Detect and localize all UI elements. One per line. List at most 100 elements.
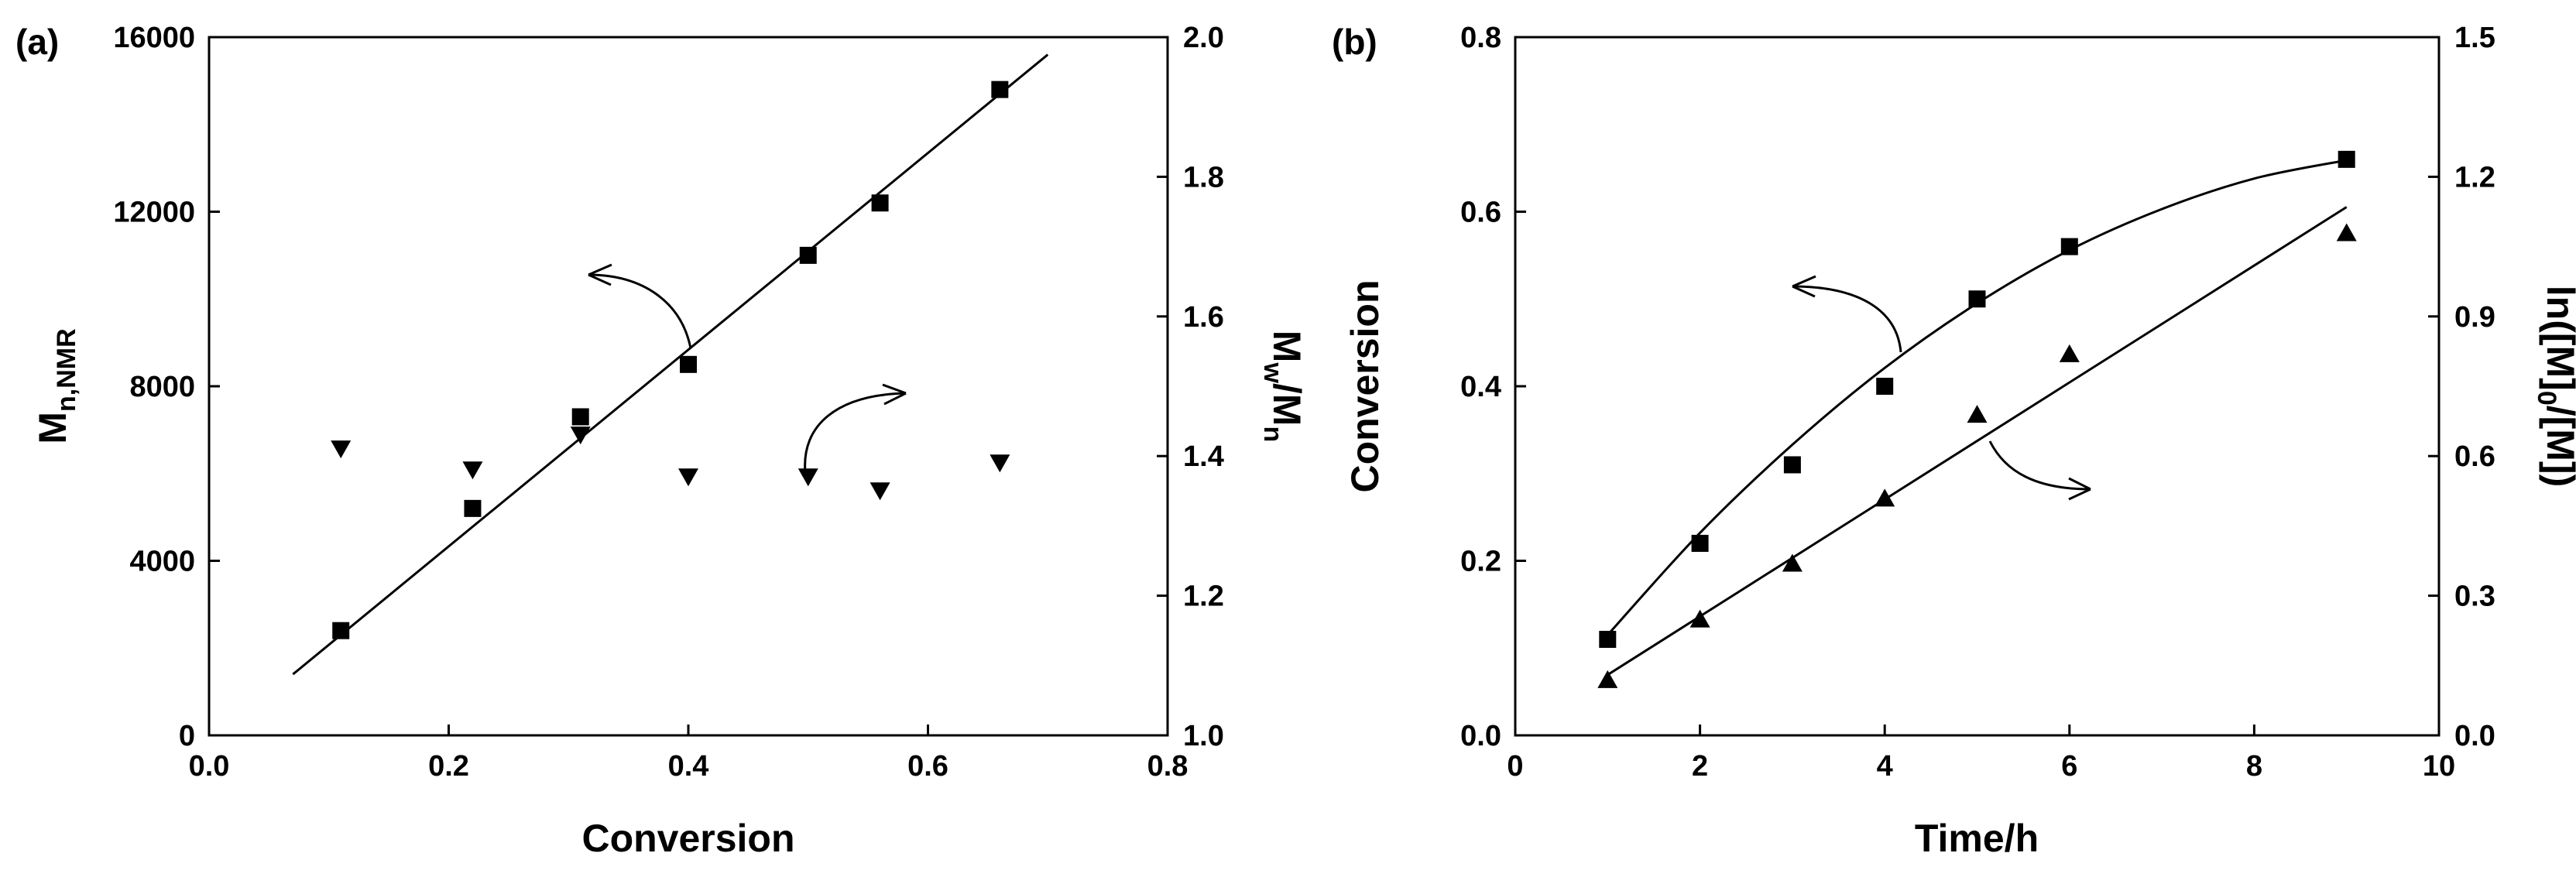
- triangle-up-marker: [2336, 223, 2357, 242]
- panel-a-fit-lines: [292, 53, 1049, 676]
- panel-a-frame: [208, 36, 1169, 737]
- x-tick-label: 0.2: [428, 750, 469, 783]
- square-marker: [871, 194, 889, 212]
- square-marker: [991, 81, 1009, 98]
- y2-tick-label: 0.3: [2454, 581, 2495, 613]
- square-marker: [1783, 456, 1801, 474]
- triangle-down-marker: [462, 461, 483, 480]
- triangle-down-marker: [331, 440, 352, 459]
- y-tick-label: 0.8: [1460, 22, 1501, 54]
- fit-line: [1607, 159, 2347, 636]
- y2-tick-label: 2.0: [1183, 22, 1224, 54]
- y-tick-label: 16000: [113, 22, 195, 54]
- square-marker: [464, 499, 482, 517]
- square-marker: [2060, 238, 2078, 255]
- arrow-head-left-b: [1792, 275, 1816, 298]
- triangle-up-marker: [2059, 344, 2080, 362]
- panel-a-y2-title: Mw/Mn: [1258, 331, 1309, 442]
- panel-b-frame: [1514, 36, 2441, 737]
- square-marker: [799, 246, 817, 264]
- square-marker: [680, 355, 697, 373]
- x-tick-label: 0.6: [907, 750, 948, 783]
- fit-line: [292, 53, 1049, 676]
- y2-tick-label: 1.2: [2454, 161, 2495, 194]
- triangle-up-marker: [1967, 405, 1988, 423]
- arrow-to-left-axis-b: [1792, 285, 1902, 353]
- x-tick-label: 0: [1507, 750, 1523, 783]
- square-marker: [2338, 150, 2355, 168]
- arrow-head-right: [882, 383, 907, 406]
- arrow-to-right-axis-b: [1988, 440, 2091, 491]
- panel-b-y2-ticks: 0.0 0.3 0.6 0.9 1.2 1.5: [2428, 22, 2495, 752]
- panel-a-points: [331, 81, 1010, 639]
- panel-b-y-ticks: 0.0 0.2 0.4 0.6 0.8: [1460, 22, 1526, 752]
- triangle-down-marker: [990, 454, 1010, 473]
- y-title-sub: n,NMR: [52, 328, 81, 412]
- panel-a-x-title: Conversion: [581, 817, 794, 860]
- arrow-head-left: [588, 263, 612, 286]
- y-tick-label: 4000: [129, 546, 195, 578]
- y2b-b: /[M]): [2539, 406, 2576, 488]
- triangle-up-marker: [1689, 609, 1710, 628]
- panel-b-y2-title: ln([M]0/[M]): [2532, 286, 2576, 487]
- y-title-main: M: [31, 412, 74, 444]
- square-marker: [1599, 630, 1617, 648]
- panel-a-y2-ticks: 1.0 1.2 1.4 1.6 1.8 2.0: [1157, 22, 1224, 752]
- y-tick-label: 8000: [129, 371, 195, 403]
- triangle-down-marker: [797, 468, 818, 487]
- y-tick-label: 0: [179, 720, 195, 752]
- y2-tick-label: 1.8: [1183, 161, 1224, 194]
- panel-a-y-title: Mn,NMR: [31, 328, 81, 444]
- square-marker: [1691, 534, 1709, 552]
- y2-title-s1: w: [1258, 361, 1288, 383]
- y2-tick-label: 0.9: [2454, 301, 2495, 334]
- triangle-up-marker: [1782, 553, 1803, 572]
- panel-a-arrows: [588, 263, 907, 473]
- square-marker: [571, 408, 589, 426]
- y2-tick-label: 1.5: [2454, 22, 2495, 54]
- y-tick-label: 0.2: [1460, 546, 1501, 578]
- triangle-up-marker: [1875, 488, 1895, 507]
- panel-a: (a) 0.0 0.2 0.4 0.6 0.8 0400080001200016000 …: [15, 22, 1309, 860]
- y2-tick-label: 0.6: [2454, 440, 2495, 473]
- panel-b-x-ticks: 0 2 4 6 8 10: [1507, 725, 2455, 783]
- panel-a-x-ticks: 0.0 0.2 0.4 0.6 0.8: [189, 725, 1189, 783]
- y2-title-s2: n: [1258, 426, 1288, 442]
- y2-title-m1: M: [1265, 331, 1309, 363]
- y2b-a: ln([M]: [2539, 286, 2576, 391]
- x-tick-label: 10: [2423, 750, 2455, 783]
- panel-b-points: [1597, 150, 2357, 688]
- x-tick-label: 6: [2061, 750, 2077, 783]
- arrow-to-left-axis: [588, 273, 692, 349]
- panel-b-x-title: Time/h: [1915, 817, 2039, 860]
- triangle-up-marker: [1597, 670, 1618, 688]
- y2-tick-label: 1.4: [1183, 440, 1224, 473]
- y2-tick-label: 0.0: [2454, 720, 2495, 752]
- square-marker: [332, 622, 350, 639]
- triangle-down-marker: [678, 468, 698, 487]
- panel-a-label: (a): [15, 22, 59, 62]
- arrow-to-right-axis: [804, 392, 907, 473]
- x-tick-label: 0.0: [189, 750, 230, 783]
- y-tick-label: 0.4: [1460, 371, 1501, 403]
- triangle-down-marker: [570, 427, 591, 445]
- square-marker: [1968, 290, 1986, 308]
- panel-b-arrows: [1792, 275, 2091, 501]
- fit-line: [1607, 206, 2348, 677]
- y-tick-label: 12000: [113, 197, 195, 229]
- y2-tick-label: 1.2: [1183, 581, 1224, 613]
- y-tick-label: 0.6: [1460, 197, 1501, 229]
- x-tick-label: 0.8: [1147, 750, 1189, 783]
- y2-tick-label: 1.0: [1183, 720, 1224, 752]
- panel-b-fit-lines: [1607, 159, 2348, 677]
- panel-a-y-ticks: 0 4000 8000 12000 16000: [113, 22, 220, 752]
- x-tick-label: 0.4: [668, 750, 709, 783]
- square-marker: [1876, 378, 1894, 395]
- y-tick-label: 0.0: [1460, 720, 1501, 752]
- x-tick-label: 2: [1692, 750, 1708, 783]
- y2-tick-label: 1.6: [1183, 301, 1224, 334]
- y2b-sub: 0: [2532, 391, 2561, 406]
- panel-b-label: (b): [1332, 22, 1377, 62]
- triangle-down-marker: [870, 482, 890, 501]
- x-tick-label: 4: [1877, 750, 1893, 783]
